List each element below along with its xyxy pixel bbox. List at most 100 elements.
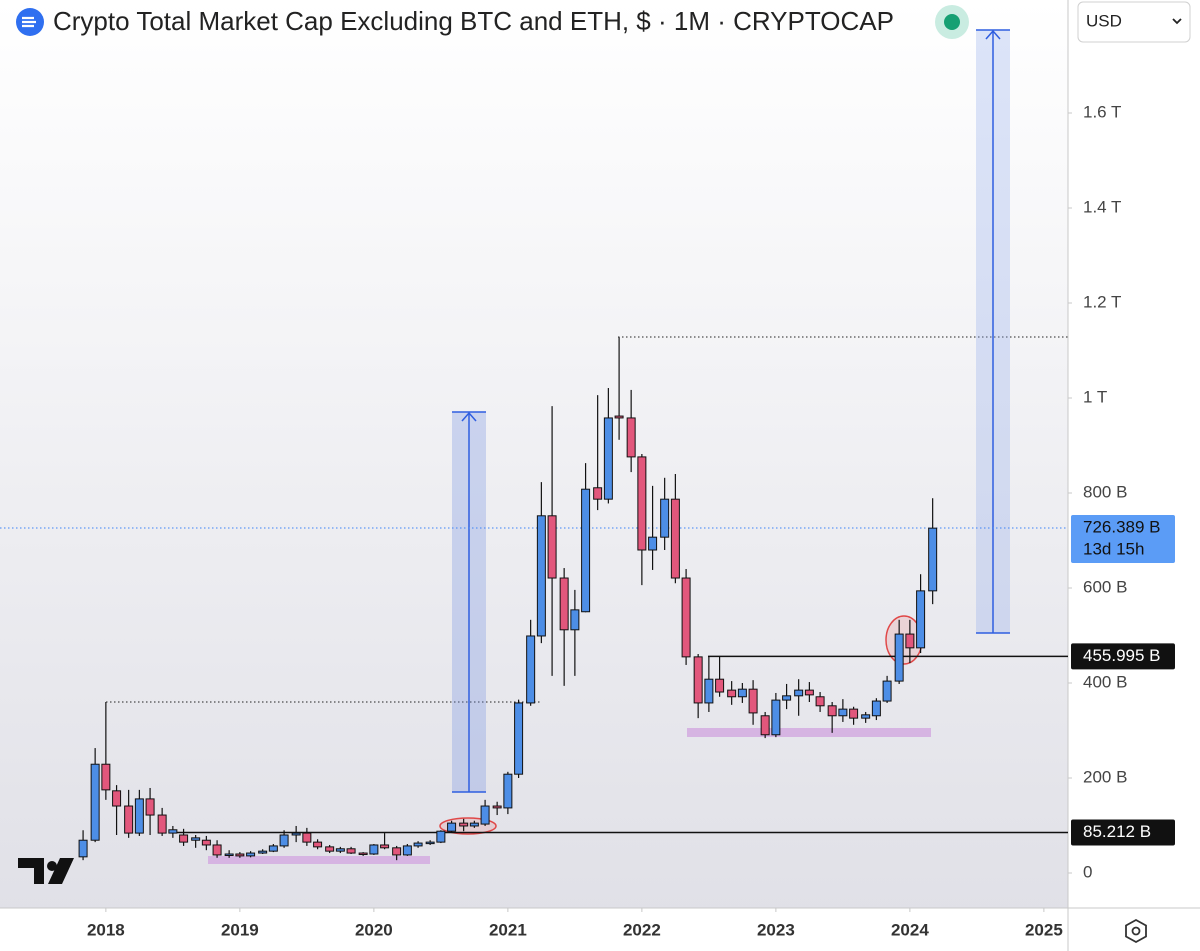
logo [47, 861, 57, 871]
candle-body [581, 488, 591, 613]
candle-body [905, 633, 915, 649]
candle-body [626, 417, 636, 458]
y-tick-label: 600 B [1083, 577, 1127, 596]
price-label-box [1071, 643, 1175, 670]
candle-body [112, 790, 122, 807]
candle-body [258, 850, 268, 854]
candle-body [302, 832, 312, 843]
candle-body [212, 844, 222, 856]
candle-body [637, 456, 647, 551]
candle-body [402, 845, 412, 856]
y-tick-label: 1.2 T [1083, 292, 1121, 311]
x-tick-label: 2021 [489, 920, 527, 939]
candle-body [771, 699, 781, 736]
price-countdown: 13d 15h [1083, 539, 1144, 558]
measure-range [452, 411, 486, 793]
candle-body [90, 763, 100, 841]
x-tick-label: 2022 [623, 920, 661, 939]
y-tick-label: 1.6 T [1083, 102, 1121, 121]
candle-body [101, 763, 111, 791]
price-scale-bg [1068, 0, 1200, 951]
candle-body [849, 708, 859, 719]
candle-body [191, 837, 201, 841]
candle-body [124, 805, 134, 834]
candle-body [246, 852, 256, 857]
candle-body [737, 688, 747, 698]
candle-body [815, 696, 825, 707]
candle-body [760, 715, 770, 736]
candle-body [425, 841, 435, 845]
candle-body [681, 577, 691, 658]
currency-label: USD [1086, 11, 1122, 30]
candle-body [335, 848, 345, 852]
currency-select[interactable] [1077, 1, 1191, 43]
y-tick-label: 200 B [1083, 767, 1127, 786]
candle-body [168, 829, 178, 834]
candle-body [894, 633, 904, 682]
candle-body [157, 814, 167, 834]
candle-body [413, 842, 423, 847]
x-tick-label: 2019 [221, 920, 259, 939]
candle-body [547, 515, 557, 579]
candle-body [614, 415, 624, 419]
price-label-box [1071, 514, 1175, 563]
candle-body [827, 705, 837, 717]
candle-body [459, 822, 469, 827]
candle-body [380, 844, 390, 849]
settings-button[interactable] [1125, 918, 1147, 944]
y-tick-label: 800 B [1083, 482, 1127, 501]
price-label: 726.389 B [1083, 517, 1161, 536]
candle-body [346, 848, 356, 854]
candle-body [279, 834, 289, 847]
candle-body [704, 678, 714, 704]
candle-body [235, 853, 245, 857]
x-tick-label: 2023 [757, 920, 795, 939]
candle-body [145, 798, 155, 816]
candle-body [492, 805, 502, 809]
candle-body [536, 515, 546, 637]
candle-body [358, 852, 368, 856]
chart-title: Crypto Total Market Cap Excluding BTC an… [53, 6, 894, 36]
y-tick-label: 400 B [1083, 672, 1127, 691]
settings-icon [1131, 926, 1141, 936]
y-tick-label: 1 T [1083, 387, 1107, 406]
candle-body [78, 839, 88, 858]
candle-body [201, 839, 211, 846]
price-label-box [1071, 819, 1175, 846]
candle-body [693, 656, 703, 704]
candle-body [526, 635, 536, 704]
candle-body [570, 609, 580, 631]
x-tick-label: 2025 [1025, 920, 1063, 939]
x-tick-label: 2018 [87, 920, 125, 939]
candle-body [469, 822, 479, 827]
candle-body [325, 846, 335, 852]
candle-body [871, 700, 881, 717]
candle-body [916, 590, 926, 649]
candle-body [313, 841, 323, 848]
candle-body [727, 689, 737, 698]
candle-body [224, 853, 234, 856]
candle-body [794, 689, 804, 697]
candle-body [291, 832, 301, 836]
candle-body [369, 844, 379, 855]
candle-body [861, 714, 871, 719]
price-label: 85.212 B [1083, 822, 1151, 841]
measure-range [976, 29, 1010, 634]
candle-body [503, 773, 513, 809]
candle-body [838, 708, 848, 717]
candle-body [882, 680, 892, 702]
candle-body [603, 417, 613, 500]
logo [18, 858, 74, 884]
candle-body [436, 830, 446, 843]
candle-body [804, 689, 814, 696]
candle-body [134, 798, 144, 834]
candle-body [748, 688, 758, 714]
candle-body [480, 805, 490, 825]
candle-body [928, 527, 938, 592]
symbol-icon-mark [22, 16, 36, 28]
candle-body [514, 702, 524, 775]
candle-body [670, 498, 680, 579]
candle-body [559, 577, 569, 631]
